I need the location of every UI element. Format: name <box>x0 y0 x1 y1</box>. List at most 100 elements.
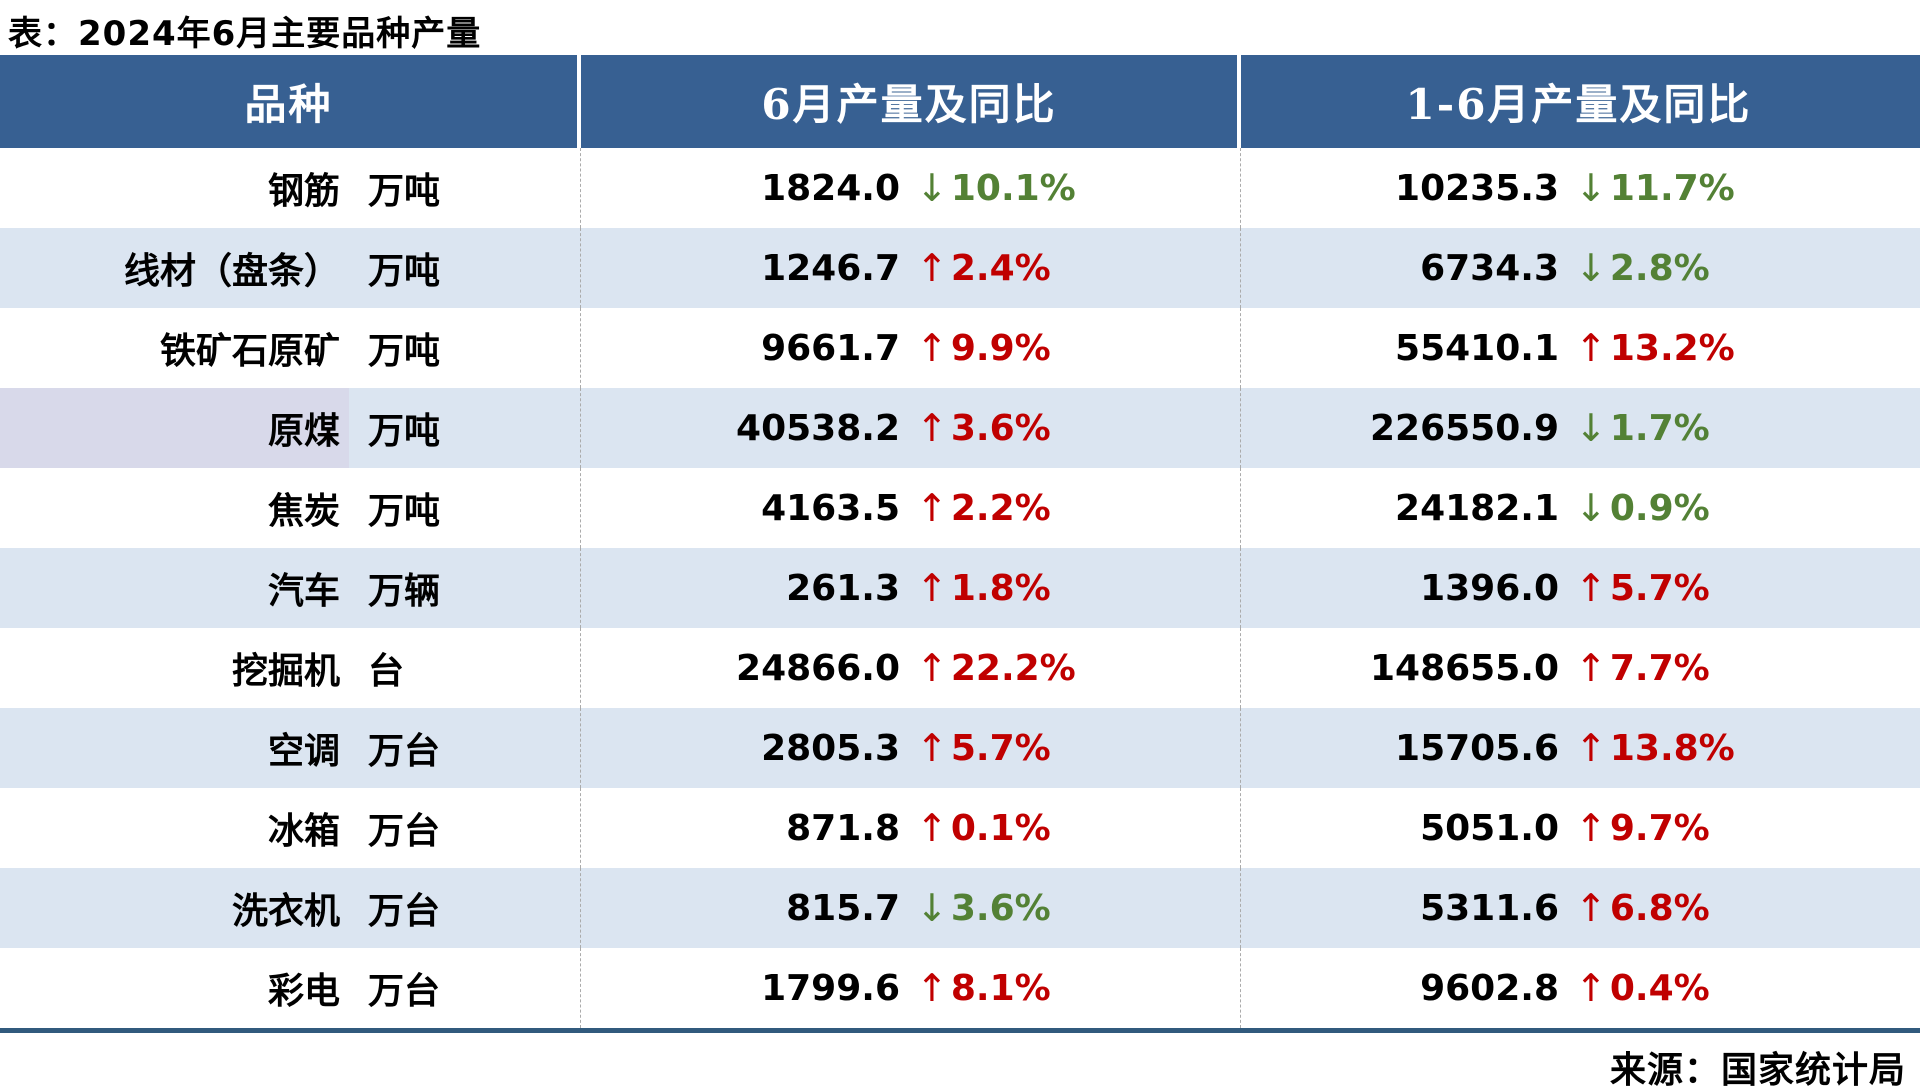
trend-arrow-icon: ↑ <box>916 486 948 530</box>
june-value: 9661.7 <box>761 327 900 369</box>
variety-cell: 钢筋 万吨 <box>0 148 581 228</box>
jan-june-value: 1396.0 <box>1420 567 1559 609</box>
jan-june-cell: 1396.0 ↑ 5.7% <box>1241 548 1920 628</box>
variety-cell: 焦炭 万吨 <box>0 468 581 548</box>
trend-arrow-icon: ↑ <box>916 326 948 370</box>
jan-june-yoy-percent: 1.7% <box>1609 407 1710 449</box>
product-unit: 万辆 <box>368 571 441 612</box>
product-name: 焦炭 <box>267 491 340 532</box>
june-cell: 261.3 ↑ 1.8% <box>581 548 1241 628</box>
table-row: 洗衣机 万台 815.7 ↓ 3.6% 5311.6 ↑ 6.8% <box>0 868 1920 948</box>
jan-june-yoy-percent: 11.7% <box>1609 167 1735 209</box>
june-yoy-percent: 2.4% <box>950 247 1051 289</box>
trend-arrow-icon: ↓ <box>1575 486 1607 530</box>
jan-june-yoy-delta: ↑ 0.4% <box>1575 966 1710 1010</box>
variety-cell: 原煤 万吨 <box>0 388 581 468</box>
product-unit: 万吨 <box>368 411 441 452</box>
june-yoy-delta: ↑ 22.2% <box>916 646 1076 690</box>
jan-june-yoy-delta: ↑ 13.8% <box>1575 726 1735 770</box>
product-name: 原煤 <box>267 411 340 452</box>
june-yoy-delta: ↑ 9.9% <box>916 326 1051 370</box>
jan-june-yoy-delta: ↑ 13.2% <box>1575 326 1735 370</box>
jan-june-cell: 9602.8 ↑ 0.4% <box>1241 948 1920 1028</box>
jan-june-value: 15705.6 <box>1395 727 1559 769</box>
june-yoy-delta: ↓ 3.6% <box>916 886 1051 930</box>
product-name: 空调 <box>267 731 340 772</box>
product-name: 铁矿石原矿 <box>159 331 340 372</box>
trend-arrow-icon: ↓ <box>1575 166 1607 210</box>
col-header-june: 6月产量及同比 <box>581 55 1241 148</box>
product-unit: 台 <box>368 651 405 692</box>
june-cell: 871.8 ↑ 0.1% <box>581 788 1241 868</box>
table-row: 挖掘机 台 24866.0 ↑ 22.2% 148655.0 ↑ 7.7% <box>0 628 1920 708</box>
jan-june-value: 226550.9 <box>1369 407 1559 449</box>
jan-june-yoy-delta: ↓ 11.7% <box>1575 166 1735 210</box>
jan-june-yoy-delta: ↑ 6.8% <box>1575 886 1710 930</box>
june-yoy-delta: ↑ 2.4% <box>916 246 1051 290</box>
jan-june-yoy-percent: 0.9% <box>1609 487 1710 529</box>
june-value: 4163.5 <box>761 487 900 529</box>
product-unit: 万台 <box>368 971 441 1012</box>
table-row: 线材（盘条） 万吨 1246.7 ↑ 2.4% 6734.3 ↓ 2.8% <box>0 228 1920 308</box>
trend-arrow-icon: ↓ <box>916 166 948 210</box>
product-unit: 万吨 <box>368 491 441 532</box>
june-cell: 9661.7 ↑ 9.9% <box>581 308 1241 388</box>
jan-june-value: 9602.8 <box>1420 967 1559 1009</box>
variety-cell: 挖掘机 台 <box>0 628 581 708</box>
june-yoy-percent: 10.1% <box>950 167 1076 209</box>
jan-june-yoy-delta: ↓ 0.9% <box>1575 486 1710 530</box>
june-yoy-percent: 3.6% <box>950 887 1051 929</box>
june-yoy-delta: ↑ 2.2% <box>916 486 1051 530</box>
product-name: 挖掘机 <box>231 651 340 692</box>
june-yoy-delta: ↑ 8.1% <box>916 966 1051 1010</box>
june-yoy-delta: ↑ 5.7% <box>916 726 1051 770</box>
june-value: 871.8 <box>786 807 900 849</box>
jan-june-cell: 15705.6 ↑ 13.8% <box>1241 708 1920 788</box>
june-yoy-delta: ↑ 3.6% <box>916 406 1051 450</box>
jan-june-value: 24182.1 <box>1395 487 1559 529</box>
june-yoy-delta: ↑ 0.1% <box>916 806 1051 850</box>
jan-june-value: 10235.3 <box>1395 167 1559 209</box>
trend-arrow-icon: ↑ <box>1575 646 1607 690</box>
variety-cell: 彩电 万台 <box>0 948 581 1028</box>
page-title: 表：2024年6月主要品种产量 <box>8 14 482 54</box>
table-row: 焦炭 万吨 4163.5 ↑ 2.2% 24182.1 ↓ 0.9% <box>0 468 1920 548</box>
trend-arrow-icon: ↑ <box>1575 726 1607 770</box>
june-value: 40538.2 <box>736 407 900 449</box>
product-unit: 万吨 <box>368 171 441 212</box>
product-name: 彩电 <box>267 971 340 1012</box>
jan-june-yoy-percent: 0.4% <box>1609 967 1710 1009</box>
trend-arrow-icon: ↓ <box>1575 406 1607 450</box>
june-yoy-percent: 0.1% <box>950 807 1051 849</box>
june-yoy-delta: ↑ 1.8% <box>916 566 1051 610</box>
table-row: 铁矿石原矿 万吨 9661.7 ↑ 9.9% 55410.1 ↑ 13.2% <box>0 308 1920 388</box>
trend-arrow-icon: ↑ <box>1575 566 1607 610</box>
jan-june-yoy-percent: 2.8% <box>1609 247 1710 289</box>
trend-arrow-icon: ↑ <box>1575 806 1607 850</box>
june-cell: 4163.5 ↑ 2.2% <box>581 468 1241 548</box>
june-value: 1799.6 <box>761 967 900 1009</box>
june-yoy-percent: 3.6% <box>950 407 1051 449</box>
jan-june-yoy-percent: 5.7% <box>1609 567 1710 609</box>
variety-cell: 空调 万台 <box>0 708 581 788</box>
jan-june-cell: 5051.0 ↑ 9.7% <box>1241 788 1920 868</box>
variety-cell: 汽车 万辆 <box>0 548 581 628</box>
june-value: 1246.7 <box>761 247 900 289</box>
june-yoy-percent: 2.2% <box>950 487 1051 529</box>
product-name: 洗衣机 <box>231 891 340 932</box>
trend-arrow-icon: ↑ <box>1575 886 1607 930</box>
jan-june-cell: 6734.3 ↓ 2.8% <box>1241 228 1920 308</box>
jan-june-cell: 226550.9 ↓ 1.7% <box>1241 388 1920 468</box>
product-name: 线材（盘条） <box>123 251 340 292</box>
jan-june-yoy-percent: 13.8% <box>1609 727 1735 769</box>
jan-june-cell: 55410.1 ↑ 13.2% <box>1241 308 1920 388</box>
product-unit: 万台 <box>368 731 441 772</box>
product-unit: 万台 <box>368 811 441 852</box>
jan-june-cell: 10235.3 ↓ 11.7% <box>1241 148 1920 228</box>
table-body: 钢筋 万吨 1824.0 ↓ 10.1% 10235.3 ↓ 11.7% 线材（盘条… <box>0 148 1920 1028</box>
trend-arrow-icon: ↑ <box>916 806 948 850</box>
jan-june-value: 148655.0 <box>1369 647 1559 689</box>
jan-june-cell: 5311.6 ↑ 6.8% <box>1241 868 1920 948</box>
source-caption: 来源：国家统计局 <box>1609 1050 1906 1087</box>
table-row: 原煤 万吨 40538.2 ↑ 3.6% 226550.9 ↓ 1.7% <box>0 388 1920 468</box>
